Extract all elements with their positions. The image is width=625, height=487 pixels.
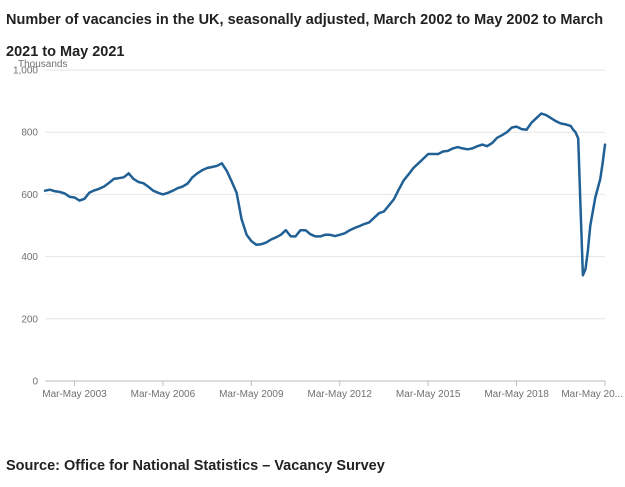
y-tick-label: 400	[21, 252, 38, 263]
y-tick-label: 800	[21, 128, 38, 139]
y-axis-unit-label: Thousands	[18, 59, 67, 70]
x-tick-label: Mar-May 2012	[308, 389, 373, 400]
source-note: Source: Office for National Statistics –…	[6, 458, 385, 474]
y-tick-label: 200	[21, 314, 38, 325]
x-tick-label: Mar-May 2006	[131, 389, 196, 400]
chart-title: Number of vacancies in the UK, seasonall…	[6, 12, 604, 60]
y-tick-label: 600	[21, 190, 38, 201]
y-tick-label: 1,000	[13, 66, 38, 77]
x-tick-label: Mar-May 20...	[561, 389, 623, 400]
x-tick-label: Mar-May 2009	[219, 389, 284, 400]
x-tick-label: Mar-May 2003	[42, 389, 107, 400]
y-tick-label: 0	[32, 377, 38, 388]
x-tick-label: Mar-May 2015	[396, 389, 461, 400]
x-tick-label: Mar-May 2018	[484, 389, 549, 400]
series-line	[43, 112, 607, 277]
gridlines	[45, 69, 605, 382]
x-axis-ticks: Mar-May 2003 Mar-May 2006 Mar-May 2009 Mar-…	[42, 381, 623, 400]
y-axis-ticks: 0 200 400 600 800 1,000	[13, 66, 38, 388]
